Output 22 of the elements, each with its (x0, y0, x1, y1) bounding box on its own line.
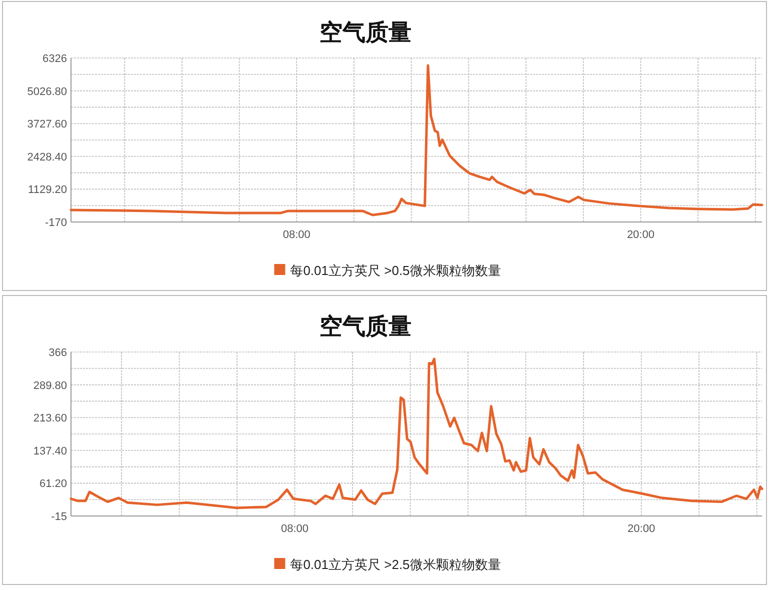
chart-title: 空气质量 (320, 19, 412, 45)
y-tick-label: 5026.80 (27, 86, 67, 98)
y-tick-label: -170 (44, 217, 67, 229)
y-tick-label: 137.40 (33, 445, 67, 458)
legend-label: 每0.01立方英尺 >0.5微米颗粒物数量 (290, 263, 501, 278)
y-tick-label: 289.80 (33, 380, 67, 392)
chart-title: 空气质量 (320, 313, 412, 339)
x-tick-label: 08:00 (281, 523, 309, 535)
y-tick-label: 213.60 (33, 412, 67, 425)
y-tick-label: 366 (48, 347, 67, 359)
x-tick-label: 20:00 (628, 523, 656, 535)
y-tick-label: 1129.20 (28, 184, 67, 196)
y-tick-label: 6326 (42, 53, 67, 65)
line-series (70, 64, 764, 216)
y-tick-label: 2428.40 (27, 151, 67, 164)
x-tick-label: 20:00 (626, 229, 654, 241)
y-tick-label: 3727.60 (27, 118, 67, 131)
line-series (70, 358, 764, 510)
x-tick-label: 08:00 (282, 229, 310, 241)
y-tick-label: -15 (51, 511, 67, 523)
y-tick-label: 61.20 (39, 478, 67, 490)
legend-label: 每0.01立方英尺 >2.5微米颗粒物数量 (290, 557, 501, 572)
